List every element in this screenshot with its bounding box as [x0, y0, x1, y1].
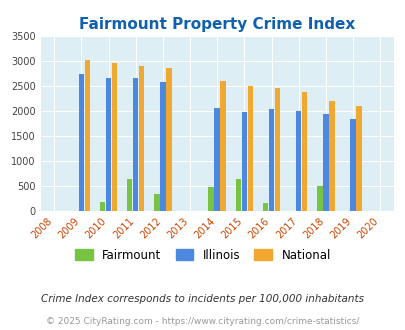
- Bar: [301, 92, 307, 211]
- Title: Fairmount Property Crime Index: Fairmount Property Crime Index: [79, 17, 354, 32]
- Bar: [154, 194, 159, 211]
- Bar: [160, 82, 165, 211]
- Bar: [214, 108, 220, 211]
- Bar: [262, 203, 268, 211]
- Bar: [356, 106, 361, 211]
- Bar: [79, 74, 84, 211]
- Bar: [100, 202, 105, 211]
- Bar: [166, 68, 171, 211]
- Bar: [295, 111, 301, 211]
- Bar: [241, 112, 247, 211]
- Legend: Fairmount, Illinois, National: Fairmount, Illinois, National: [70, 244, 335, 266]
- Bar: [350, 119, 355, 211]
- Bar: [235, 179, 241, 211]
- Bar: [328, 101, 334, 211]
- Bar: [111, 63, 117, 211]
- Text: Crime Index corresponds to incidents per 100,000 inhabitants: Crime Index corresponds to incidents per…: [41, 294, 364, 304]
- Bar: [127, 180, 132, 211]
- Bar: [106, 78, 111, 211]
- Bar: [220, 81, 225, 211]
- Bar: [84, 60, 90, 211]
- Bar: [322, 114, 328, 211]
- Bar: [139, 66, 144, 211]
- Bar: [132, 78, 138, 211]
- Bar: [316, 186, 322, 211]
- Bar: [268, 109, 274, 211]
- Bar: [274, 88, 279, 211]
- Bar: [208, 187, 213, 211]
- Bar: [247, 86, 252, 211]
- Text: © 2025 CityRating.com - https://www.cityrating.com/crime-statistics/: © 2025 CityRating.com - https://www.city…: [46, 317, 359, 326]
